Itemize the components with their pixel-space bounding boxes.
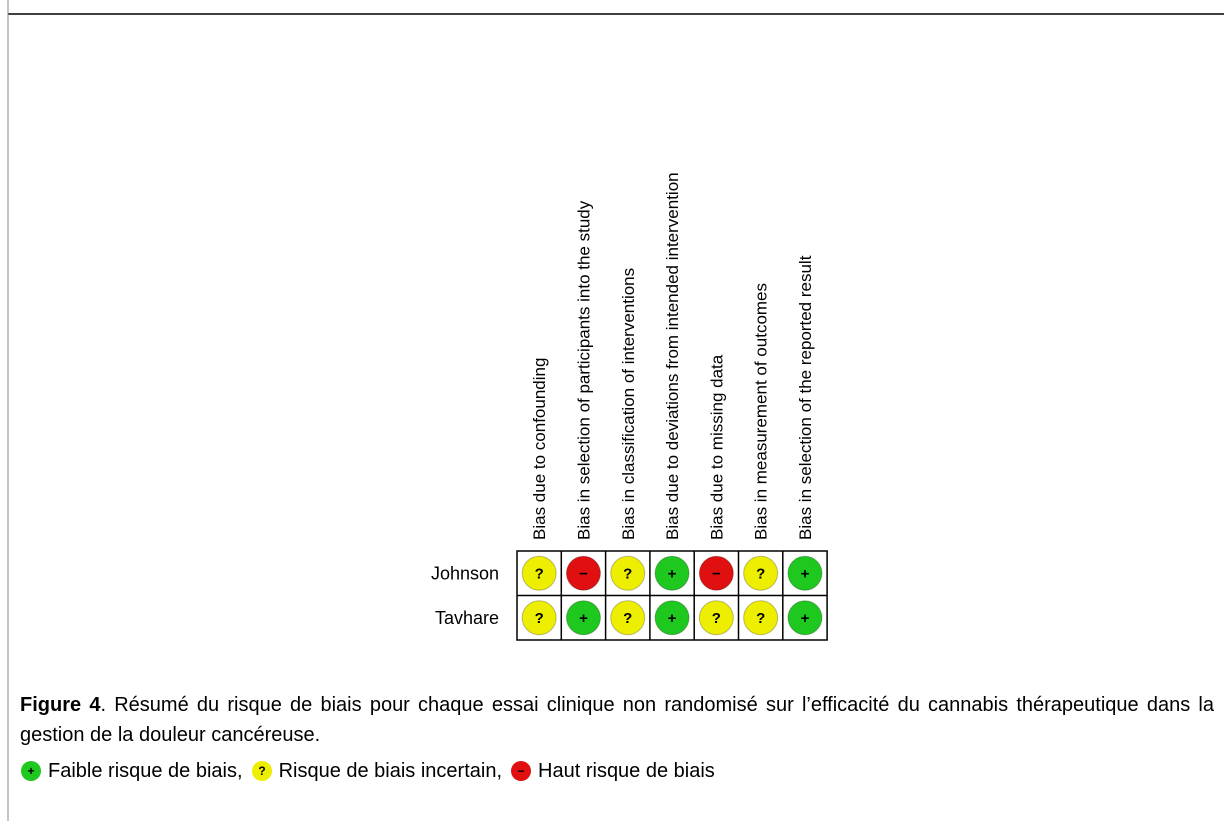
caption-text: . Résumé du risque de biais pour chaque … — [20, 694, 1214, 746]
study-label: Johnson — [431, 563, 499, 583]
caption-label: Figure 4 — [20, 694, 101, 716]
judgement-circle — [654, 555, 690, 591]
legend-circle — [21, 761, 41, 781]
judgement-symbol: ? — [712, 610, 721, 627]
judgement-symbol: ? — [535, 565, 544, 582]
judgement-circle — [610, 600, 646, 636]
legend-circle — [511, 761, 532, 781]
judgement-circle — [521, 600, 557, 636]
caption: Figure 4. Résumé du risque de biais pour… — [20, 690, 1214, 750]
judgement-circle — [743, 600, 779, 636]
legend-label: Haut risque de biais — [538, 760, 715, 782]
domain-label: Bias due to confounding — [530, 358, 549, 540]
judgement-symbol: + — [668, 610, 677, 627]
domain-label: Bias due to deviations from intended int… — [663, 172, 682, 540]
judgement-symbol: ? — [756, 565, 765, 582]
domain-label: Bias in selection of the reported result — [796, 255, 815, 540]
domain-label: Bias in selection of participants into t… — [574, 200, 593, 540]
judgement-circle — [787, 555, 823, 591]
domain-label: Bias in measurement of outcomes — [752, 283, 771, 540]
judgement-circle — [654, 600, 690, 636]
judgement-circle — [743, 555, 779, 591]
legend-icon: ? — [251, 761, 272, 781]
legend: + Faible risque de biais,? Risque de biais… — [20, 756, 723, 786]
judgement-symbol: − — [712, 565, 721, 582]
judgement-symbol: − — [579, 565, 588, 582]
judgement-circle — [698, 600, 734, 636]
legend-symbol: + — [27, 764, 34, 778]
judgement-circle — [787, 600, 823, 636]
legend-item: ? Risque de biais incertain, — [251, 756, 502, 786]
legend-circle — [251, 761, 272, 781]
judgement-symbol: ? — [623, 610, 632, 627]
judgement-symbol: ? — [756, 610, 765, 627]
judgement-circle — [565, 600, 601, 636]
judgement-symbol: + — [801, 565, 810, 582]
legend-item: − Haut risque de biais — [510, 756, 715, 786]
judgement-circle — [610, 555, 646, 591]
legend-icon: − — [511, 761, 532, 781]
judgement-circle — [521, 555, 557, 591]
judgement-symbol: + — [668, 565, 677, 582]
legend-symbol: ? — [258, 764, 265, 778]
judgement-symbol: ? — [623, 565, 632, 582]
judgement-symbol: + — [801, 610, 810, 627]
study-label: Tavhare — [435, 608, 499, 628]
judgement-circle — [565, 555, 601, 591]
legend-icon: + — [21, 761, 41, 781]
domain-label: Bias in classification of interventions — [619, 268, 638, 540]
legend-item: + Faible risque de biais, — [20, 756, 243, 786]
legend-label: Faible risque de biais, — [48, 760, 243, 782]
domain-label: Bias due to missing data — [707, 354, 726, 540]
judgement-symbol: + — [579, 610, 588, 627]
judgement-circle — [698, 555, 734, 591]
legend-label: Risque de biais incertain, — [278, 760, 503, 782]
legend-symbol: − — [518, 764, 525, 778]
judgement-symbol: ? — [535, 610, 544, 627]
